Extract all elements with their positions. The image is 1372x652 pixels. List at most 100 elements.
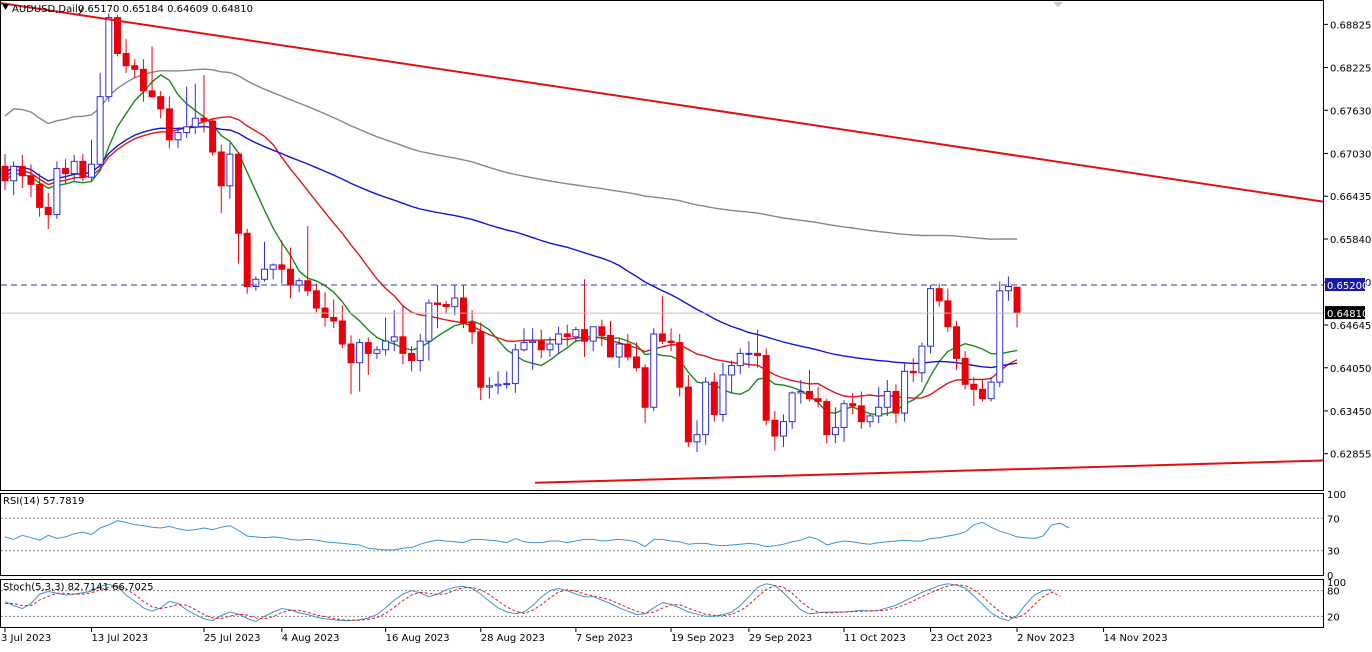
bear-candle bbox=[18, 154, 26, 188]
date-axis-label: 29 Sep 2023 bbox=[749, 633, 812, 644]
bear-candle bbox=[944, 288, 952, 332]
bear-candle bbox=[823, 398, 831, 444]
bear-candle bbox=[165, 96, 173, 149]
price-axis-label: 0.64645 bbox=[1330, 321, 1371, 332]
candle-body bbox=[511, 349, 519, 385]
rsi-axis-label: 70 bbox=[1327, 514, 1340, 525]
rsi-line bbox=[4, 520, 1070, 551]
rsi-axis-label: 0 bbox=[1327, 571, 1333, 582]
ohlc-readout: 0.65170 0.65184 0.64609 0.64810 bbox=[78, 4, 253, 15]
candle-body bbox=[408, 352, 416, 362]
price-axis-label: 0.63450 bbox=[1330, 407, 1371, 418]
candle-body bbox=[503, 383, 511, 386]
bear-candle bbox=[36, 173, 44, 217]
candle-body bbox=[953, 326, 960, 359]
candle-body bbox=[27, 175, 35, 185]
bull-candle bbox=[425, 299, 433, 361]
candle-body bbox=[529, 340, 537, 344]
bear-candle bbox=[217, 144, 225, 214]
candle-body bbox=[113, 17, 121, 54]
bull-candle bbox=[356, 338, 364, 392]
ma-green-line bbox=[4, 74, 1018, 416]
bull-candle bbox=[174, 128, 182, 149]
bull-candle bbox=[503, 371, 511, 389]
bull-candle bbox=[702, 377, 710, 445]
candle-body bbox=[970, 383, 978, 390]
candle-body bbox=[641, 367, 649, 408]
candle-body bbox=[477, 331, 485, 388]
bull-candle bbox=[10, 161, 18, 196]
candle-body bbox=[667, 340, 675, 344]
bear-candle bbox=[598, 319, 606, 347]
bear-candle bbox=[754, 329, 762, 368]
candle-body bbox=[710, 381, 718, 415]
bull-candle bbox=[866, 413, 874, 428]
candle-body bbox=[918, 345, 926, 374]
bear-candle bbox=[771, 410, 779, 451]
candle-body bbox=[44, 206, 52, 216]
bear-candle bbox=[477, 322, 485, 401]
bear-candle bbox=[849, 392, 857, 415]
candle-body bbox=[1013, 286, 1021, 314]
candle-body bbox=[658, 333, 666, 342]
resistance-trendline[interactable] bbox=[0, 2, 1324, 203]
candle-body bbox=[312, 290, 320, 309]
candle-body bbox=[451, 297, 459, 308]
stoch-axis-label: 20 bbox=[1327, 612, 1340, 623]
candle-body bbox=[814, 398, 822, 403]
candle-body bbox=[209, 120, 217, 153]
candle-body bbox=[702, 381, 710, 436]
stoch-label: Stoch(5,3,3) 82.7141 66.7025 bbox=[3, 582, 154, 593]
candle-body bbox=[788, 392, 796, 423]
candle-body bbox=[581, 329, 589, 342]
candle-body bbox=[935, 288, 943, 302]
bear-candle bbox=[468, 310, 476, 345]
stoch-signal-line bbox=[5, 584, 1061, 621]
bull-candle bbox=[831, 407, 839, 444]
candle-body bbox=[719, 374, 727, 415]
bull-candle bbox=[883, 379, 891, 416]
bear-candle bbox=[667, 328, 675, 352]
bear-candle bbox=[1, 154, 9, 191]
candle-body bbox=[243, 232, 251, 287]
bear-candle bbox=[79, 154, 87, 182]
candle-body bbox=[572, 329, 580, 338]
candle-body bbox=[615, 343, 623, 358]
bear-candle bbox=[131, 59, 139, 78]
bear-candle bbox=[909, 358, 917, 383]
support-trendline[interactable] bbox=[534, 459, 1324, 484]
candle-body bbox=[831, 426, 839, 436]
candle-body bbox=[330, 316, 338, 322]
bear-candle bbox=[953, 321, 960, 370]
candle-body bbox=[944, 300, 952, 328]
bear-candle bbox=[243, 228, 251, 294]
candle-body bbox=[1, 165, 9, 182]
bull-candle bbox=[788, 391, 796, 429]
candle-body bbox=[157, 96, 165, 110]
candle-body bbox=[183, 126, 191, 134]
hline-price-tag: 0.65200 bbox=[1327, 281, 1368, 292]
price-axis-label: 0.67630 bbox=[1330, 106, 1371, 117]
bear-candle bbox=[632, 342, 640, 372]
bull-candle bbox=[494, 371, 502, 395]
candle-body bbox=[252, 278, 260, 287]
candle-body bbox=[632, 356, 640, 369]
candle-body bbox=[840, 403, 848, 428]
candle-body bbox=[485, 385, 493, 388]
price-axis-label: 0.68225 bbox=[1330, 64, 1371, 75]
bull-candle bbox=[252, 276, 260, 291]
bear-candle bbox=[762, 348, 770, 426]
bull-candle bbox=[88, 139, 95, 181]
symbol-menu-icon[interactable] bbox=[2, 4, 9, 10]
date-axis-label: 19 Sep 2023 bbox=[671, 633, 734, 644]
candle-body bbox=[304, 280, 312, 292]
candle-body bbox=[754, 352, 762, 357]
bear-candle bbox=[684, 374, 692, 447]
candle-body bbox=[520, 342, 528, 351]
candle-body bbox=[693, 434, 701, 443]
scroll-marker-icon[interactable] bbox=[1053, 2, 1063, 7]
ma-blue-line bbox=[4, 125, 1018, 369]
bull-candle bbox=[546, 336, 554, 357]
candle-body bbox=[148, 90, 156, 98]
candle-body bbox=[200, 117, 208, 122]
